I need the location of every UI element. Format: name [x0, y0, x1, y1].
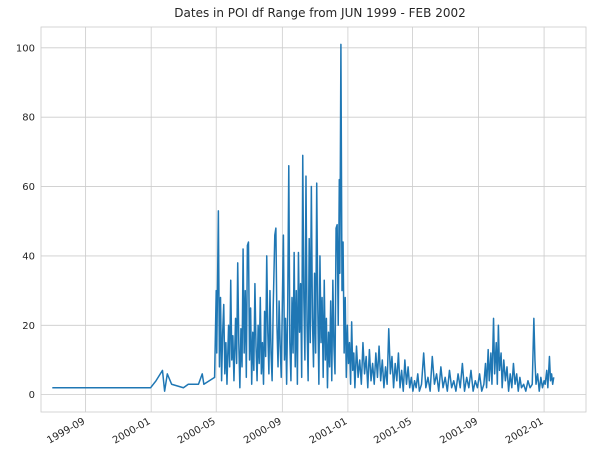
- plot-frame: [40, 26, 587, 413]
- y-tick-label: 0: [29, 390, 35, 401]
- y-tick-label: 80: [22, 113, 35, 124]
- series-line-0: [52, 43, 555, 392]
- y-axis-tick-labels: 0 20 40 60 80 100: [16, 43, 35, 401]
- grid-lines: [41, 27, 586, 412]
- series-layer: [52, 43, 555, 392]
- y-tick-label: 40: [22, 251, 35, 262]
- y-tick-label: 20: [22, 321, 35, 332]
- chart-title: Dates in POI df Range from JUN 1999 - FE…: [174, 6, 465, 20]
- y-tick-label: 60: [22, 182, 35, 193]
- y-tick-label: 100: [16, 43, 35, 54]
- axes-frame: [40, 26, 587, 413]
